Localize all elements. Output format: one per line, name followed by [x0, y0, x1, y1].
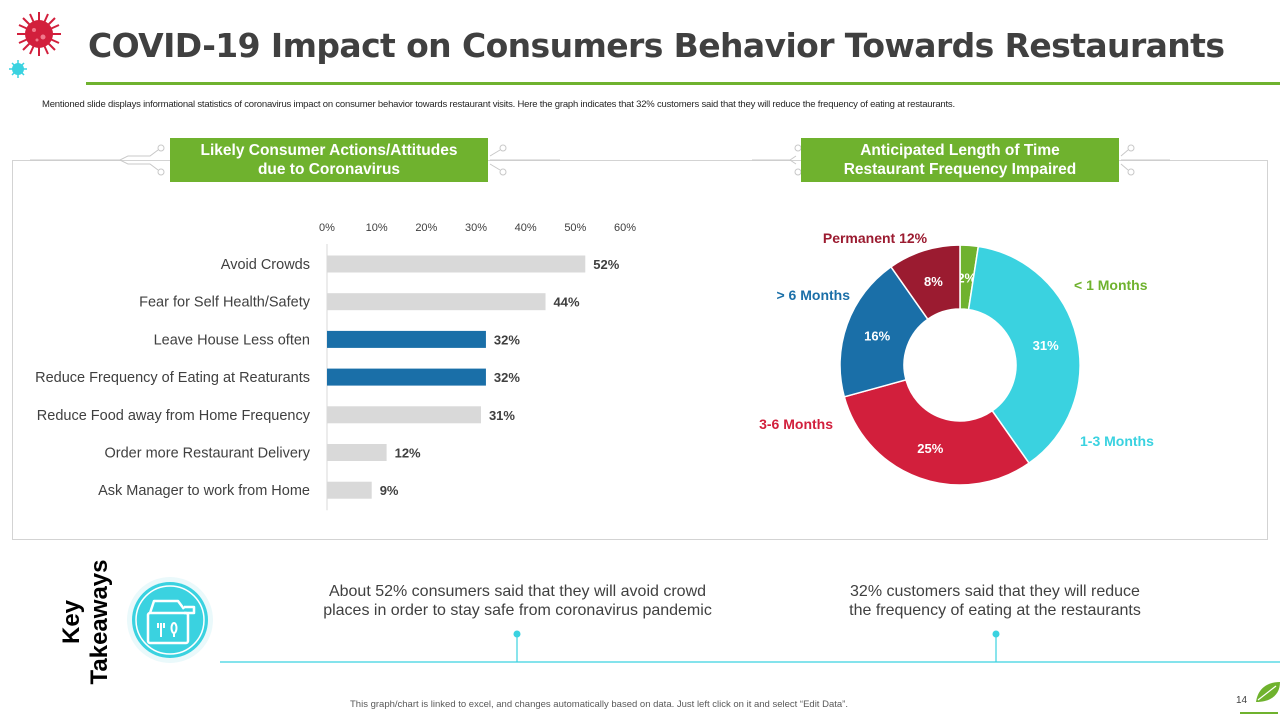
bar-chart-header: Likely Consumer Actions/Attitudes due to … [170, 138, 488, 182]
bar-chart-title-line-1: Likely Consumer Actions/Attitudes [200, 142, 458, 159]
bar-value-label: 44% [554, 295, 580, 310]
category-label: Reduce Frequency of Eating at Reaturants [35, 370, 310, 386]
x-tick-label: 10% [366, 222, 388, 234]
category-label: Avoid Crowds [221, 257, 310, 273]
category-label: Leave House Less often [154, 332, 310, 348]
takeaway-1-line-1: About 52% consumers said that they will … [328, 583, 707, 600]
key-takeaways-line-2: Takeaways [86, 560, 113, 684]
bar[interactable] [327, 255, 586, 273]
bar-value-label: 12% [395, 446, 421, 461]
bar[interactable] [327, 406, 481, 424]
donut-slice[interactable] [839, 265, 929, 398]
virus-logo-icon [9, 12, 61, 78]
takeaway-bag-icon [127, 577, 213, 663]
key-takeaways-heading: Key Takeaways [58, 560, 113, 684]
x-tick-label: 40% [515, 222, 537, 234]
charts-panel [12, 160, 1268, 540]
x-tick-label: 20% [415, 222, 437, 234]
page-number-underline [1240, 712, 1278, 714]
bar[interactable] [327, 330, 486, 348]
category-label: Order more Restaurant Delivery [105, 446, 311, 462]
donut-slice[interactable] [843, 378, 1031, 486]
takeaways-timeline [220, 630, 1280, 663]
key-takeaways-line-1: Key [58, 599, 85, 644]
bar-chart-title-line-2: due to Coronavirus [257, 161, 401, 178]
category-label: Fear for Self Health/Safety [139, 295, 311, 311]
category-label: Reduce Food away from Home Frequency [37, 408, 311, 424]
x-tick-label: 50% [564, 222, 586, 234]
bar-value-label: 31% [489, 408, 515, 423]
donut-slice[interactable] [889, 244, 961, 321]
bar-value-label: 9% [380, 483, 399, 498]
donut-chart-title-line-2: Restaurant Frequency Impaired [843, 161, 1077, 178]
takeaway-1-line-2: places in order to stay safe from corona… [323, 602, 712, 619]
slide-description: Mentioned slide displays informational s… [42, 99, 955, 110]
donut-chart-header: Anticipated Length of Time Restaurant Fre… [801, 138, 1119, 182]
bar[interactable] [327, 293, 546, 311]
bar[interactable] [327, 368, 486, 386]
bar-value-label: 32% [494, 370, 520, 385]
x-tick-label: 0% [319, 222, 335, 234]
page-number: 14 [1236, 695, 1248, 706]
header-connectors [30, 144, 1170, 176]
x-tick-label: 30% [465, 222, 487, 234]
takeaway-point-2: 32% customers said that they will reduce… [820, 582, 1170, 620]
x-tick-label: 60% [614, 222, 636, 234]
footer-note: This graph/chart is linked to excel, and… [350, 699, 848, 710]
donut-slice[interactable] [967, 245, 1081, 465]
title-underline [86, 82, 1280, 85]
takeaway-2-line-2: the frequency of eating at the restauran… [849, 602, 1141, 619]
bar-value-label: 32% [494, 332, 520, 347]
bar[interactable] [327, 444, 387, 461]
bar-value-label: 52% [593, 257, 619, 272]
category-label: Ask Manager to work from Home [98, 483, 310, 499]
takeaway-2-line-1: 32% customers said that they will reduce [850, 583, 1140, 600]
donut-chart-title-line-1: Anticipated Length of Time [860, 142, 1060, 159]
takeaway-point-1: About 52% consumers said that they will … [305, 582, 730, 620]
leaf-icon [1256, 682, 1280, 702]
bar[interactable] [327, 481, 372, 499]
page-title: COVID-19 Impact on Consumers Behavior To… [88, 26, 1225, 65]
